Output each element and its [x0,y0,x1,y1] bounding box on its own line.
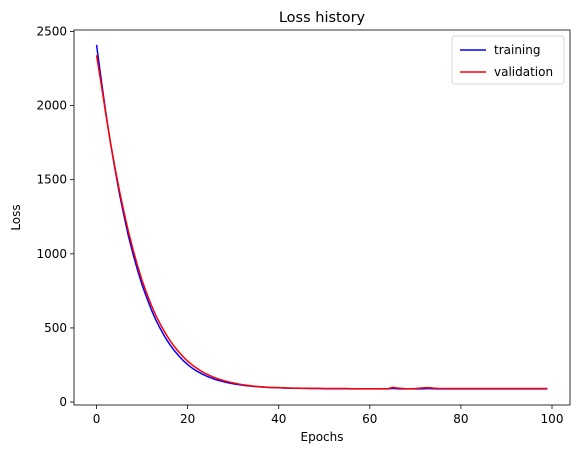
y-tick-label: 500 [44,321,67,335]
y-axis-label: Loss [9,204,23,230]
y-tick-label: 2000 [36,99,67,113]
x-tick-label: 20 [180,412,195,426]
y-tick-label: 0 [59,395,67,409]
chart-title: Loss history [279,10,366,26]
x-tick-label: 80 [453,412,468,426]
y-tick-label: 2500 [36,24,67,38]
y-axis-ticks: 0 500 1000 1500 2000 2500 [36,24,74,409]
legend: training validation [451,35,565,85]
y-tick-label: 1000 [36,247,67,261]
x-tick-label: 40 [271,412,286,426]
x-tick-label: 60 [362,412,377,426]
plot-frame [73,29,571,406]
x-tick-label: 100 [541,412,564,426]
legend-label-validation: validation [494,65,553,79]
series-line-validation [95,55,548,390]
legend-label-training: training [494,43,541,57]
series-lines [95,44,548,390]
y-tick-label: 1500 [36,173,67,187]
x-axis-ticks: 0 20 40 60 80 100 [93,405,564,426]
x-axis-label: Epochs [301,430,344,444]
x-tick-label: 0 [93,412,101,426]
